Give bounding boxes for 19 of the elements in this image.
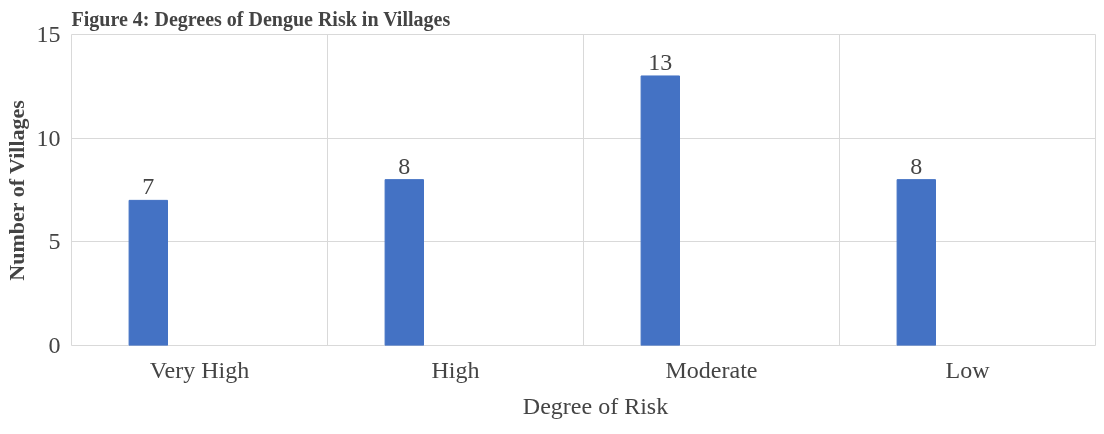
x-tick-label: High [431,356,480,383]
bar [128,199,168,346]
data-label: 7 [142,173,155,200]
x-tick-label: Very High [149,356,250,383]
y-tick-label: 0 [48,332,61,358]
bar [384,179,424,346]
x-tick-label: Moderate [665,356,758,383]
data-label: 8 [910,152,923,179]
data-label: 8 [398,152,411,179]
data-label: 13 [648,48,673,75]
y-tick-label: 10 [36,124,61,151]
bar [640,75,680,346]
chart-title: Figure 4: Degrees of Dengue Risk in Villages [71,7,451,31]
y-tick-label: 15 [36,21,61,47]
y-axis-title: Number of Villages [3,99,29,281]
bar [896,179,936,346]
y-tick-label: 5 [48,228,61,255]
x-tick-label: Low [945,356,991,383]
series-label: Degree of Risk [522,392,669,420]
